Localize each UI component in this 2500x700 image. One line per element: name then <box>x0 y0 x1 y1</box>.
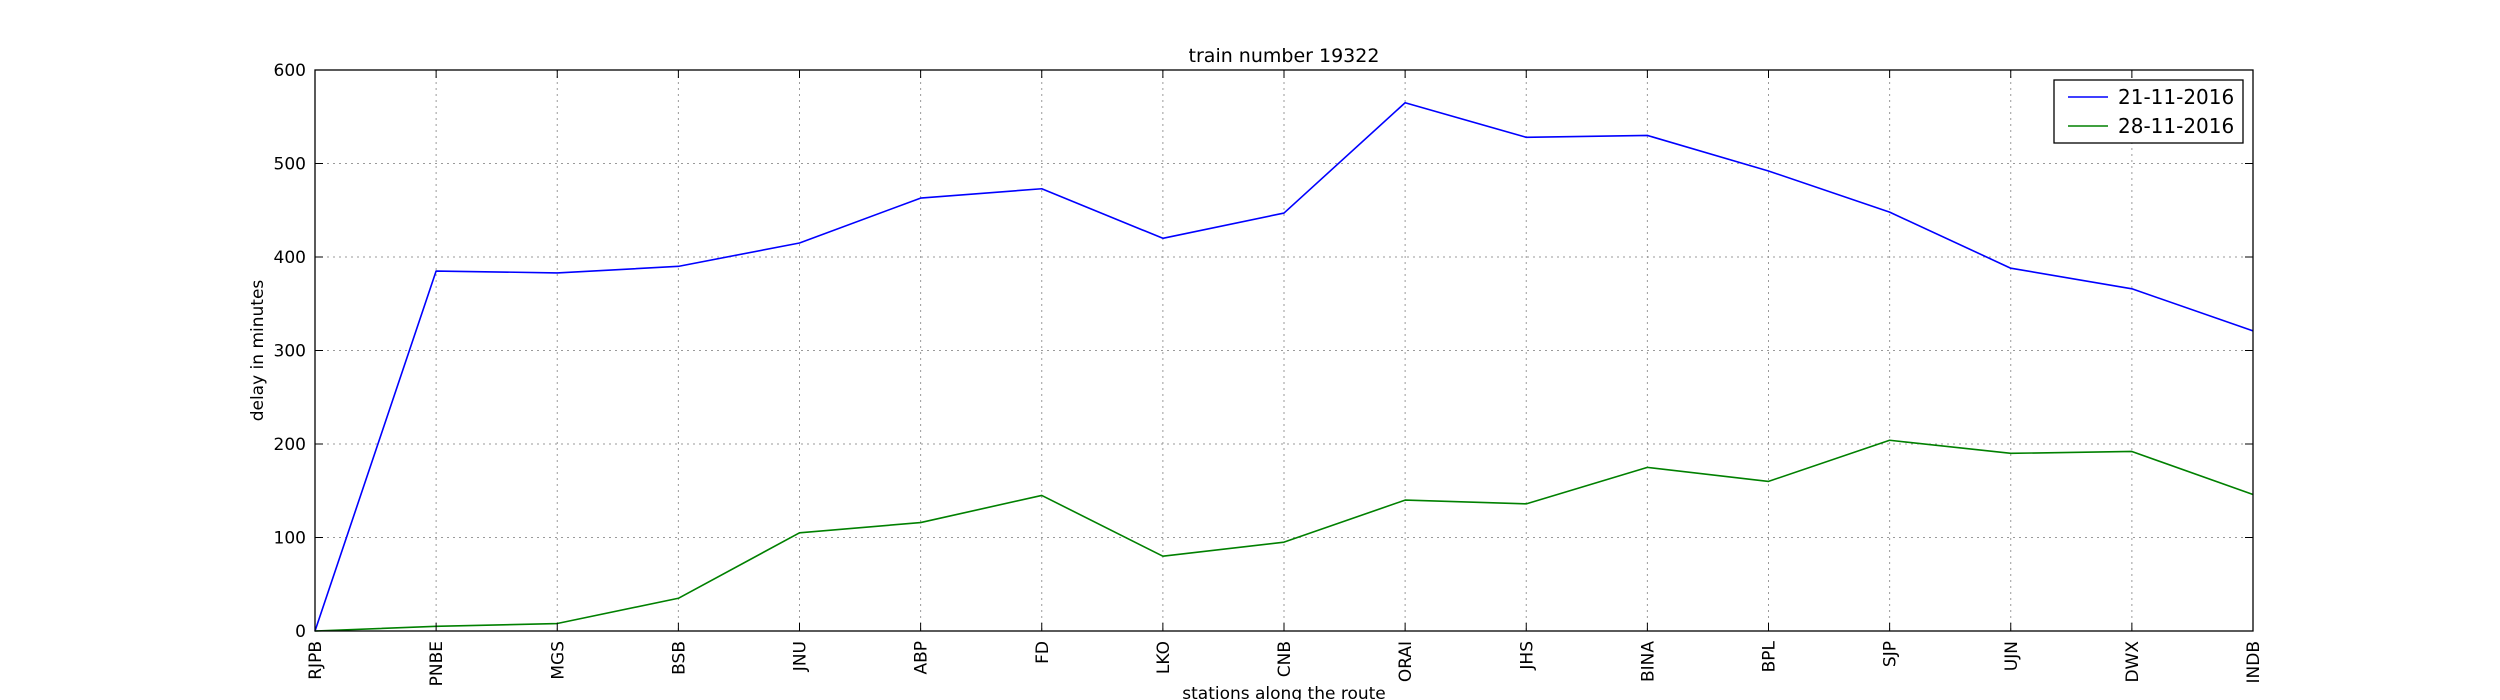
y-tick-label: 600 <box>274 61 306 81</box>
x-tick-label: SJP <box>1881 641 1901 667</box>
x-tick-label: CNB <box>1275 641 1295 677</box>
y-axis-label: delay in minutes <box>248 280 268 422</box>
grid-lines <box>315 70 2253 631</box>
legend: 21-11-2016 28-11-2016 <box>2053 79 2244 144</box>
y-tick-label: 300 <box>274 342 306 362</box>
y-tick-label: 0 <box>295 622 306 642</box>
x-tick-label: ABP <box>912 641 932 675</box>
legend-box <box>2053 79 2244 144</box>
y-tick-label: 200 <box>274 435 306 455</box>
legend-label-series-1: 21-11-2016 <box>2118 85 2234 109</box>
x-tick-label: MGS <box>548 641 568 680</box>
x-tick-label: BPL <box>1760 640 1780 672</box>
x-tick-label: JHS <box>1517 641 1537 671</box>
x-tick-label: LKO <box>1154 641 1174 674</box>
x-tick-label: FD <box>1033 641 1053 664</box>
legend-label-series-2: 28-11-2016 <box>2118 114 2234 138</box>
x-tick-label: JNU <box>791 641 811 672</box>
x-tick-label: INDB <box>2244 641 2264 683</box>
y-tick-label: 500 <box>274 155 306 175</box>
series-line-1 <box>314 101 2254 632</box>
chart-title: train number 19322 <box>1189 45 1380 67</box>
x-tick-label: BSB <box>669 641 689 675</box>
x-tick-label: UJN <box>2002 641 2022 671</box>
x-axis-label: stations along the route <box>1182 684 1386 700</box>
tick-labels: RJPB PNBE MGS BSB JNU ABP FD LKO CNB ORAI JHS BINA B… <box>274 61 2264 686</box>
x-tick-label: BINA <box>1638 641 1658 682</box>
y-tick-label: 400 <box>274 248 306 268</box>
x-tick-label: RJPB <box>306 641 326 680</box>
x-tick-label: ORAI <box>1396 641 1416 682</box>
y-tick-label: 100 <box>274 529 306 549</box>
x-tick-label: PNBE <box>427 641 447 686</box>
series-lines <box>314 101 2254 632</box>
axis-ticks <box>314 69 2254 632</box>
x-tick-label: DWX <box>2123 641 2143 683</box>
series-line-2 <box>314 439 2254 632</box>
